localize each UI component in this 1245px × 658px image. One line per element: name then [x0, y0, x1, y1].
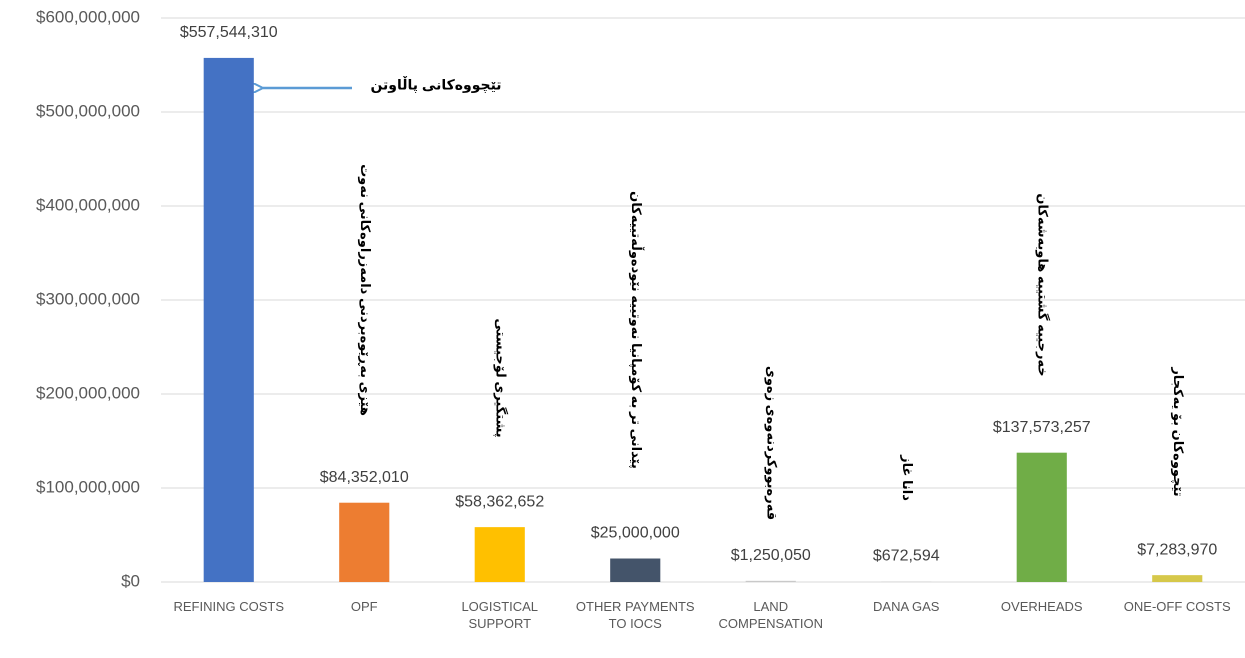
annotation: قەرەبووکردنەوەی زەوی	[764, 366, 779, 520]
bar	[745, 580, 796, 582]
y-tick-label: $200,000,000	[36, 383, 140, 402]
bar	[1152, 575, 1203, 582]
x-tick-label: OVERHEADS	[1000, 599, 1083, 614]
x-tick-label: LOGISTICAL SUPPORT	[461, 599, 539, 631]
value-label: $84,352,010	[320, 469, 409, 486]
x-tick-label: OPF	[350, 599, 378, 614]
annotation: پشتگیری لۆجیستی	[493, 318, 508, 437]
x-tick-label: OTHER PAYMENTS TO IOCS	[575, 599, 695, 631]
y-tick-label: $100,000,000	[36, 477, 140, 496]
x-tick-label: LAND COMPENSATION	[718, 599, 824, 631]
value-label: $1,250,050	[731, 547, 811, 564]
value-label: $25,000,000	[591, 525, 680, 542]
bar	[610, 558, 661, 582]
annotation: تێچووەکان بۆ یەکجار	[1171, 366, 1186, 496]
bar	[339, 502, 390, 582]
annotation: هێزی بەڕێوەبردنی دامەزراوەکانی نەوت	[358, 164, 373, 416]
value-label: $672,594	[873, 548, 940, 565]
x-tick-label: REFINING COSTS	[173, 599, 284, 614]
value-label: $137,573,257	[993, 419, 1091, 436]
y-tick-label: $300,000,000	[36, 289, 140, 308]
annotation: تێچووەکانی پاڵاوتن	[370, 76, 501, 94]
bar	[203, 57, 254, 583]
y-tick-label: $400,000,000	[36, 195, 140, 214]
y-tick-label: $600,000,000	[36, 7, 140, 26]
y-tick-label: $500,000,000	[36, 101, 140, 120]
bar	[474, 527, 525, 582]
annotation: خەرجییە گشتییە هاوبەشەکان	[1035, 193, 1050, 376]
value-label: $557,544,310	[180, 24, 278, 41]
y-tick-label: $0	[121, 571, 140, 590]
x-tick-label: ONE-OFF COSTS	[1123, 599, 1231, 614]
x-tick-label: DANA GAS	[873, 599, 940, 614]
annotation: پێدانی تر بە کۆمپانیا نەوتییە نێودەوڵەتی…	[629, 191, 645, 469]
value-label: $58,362,652	[455, 493, 544, 510]
bar	[1016, 452, 1067, 582]
value-label: $7,283,970	[1137, 541, 1217, 558]
annotation: دانا غاز	[900, 454, 915, 501]
bar	[881, 581, 932, 582]
